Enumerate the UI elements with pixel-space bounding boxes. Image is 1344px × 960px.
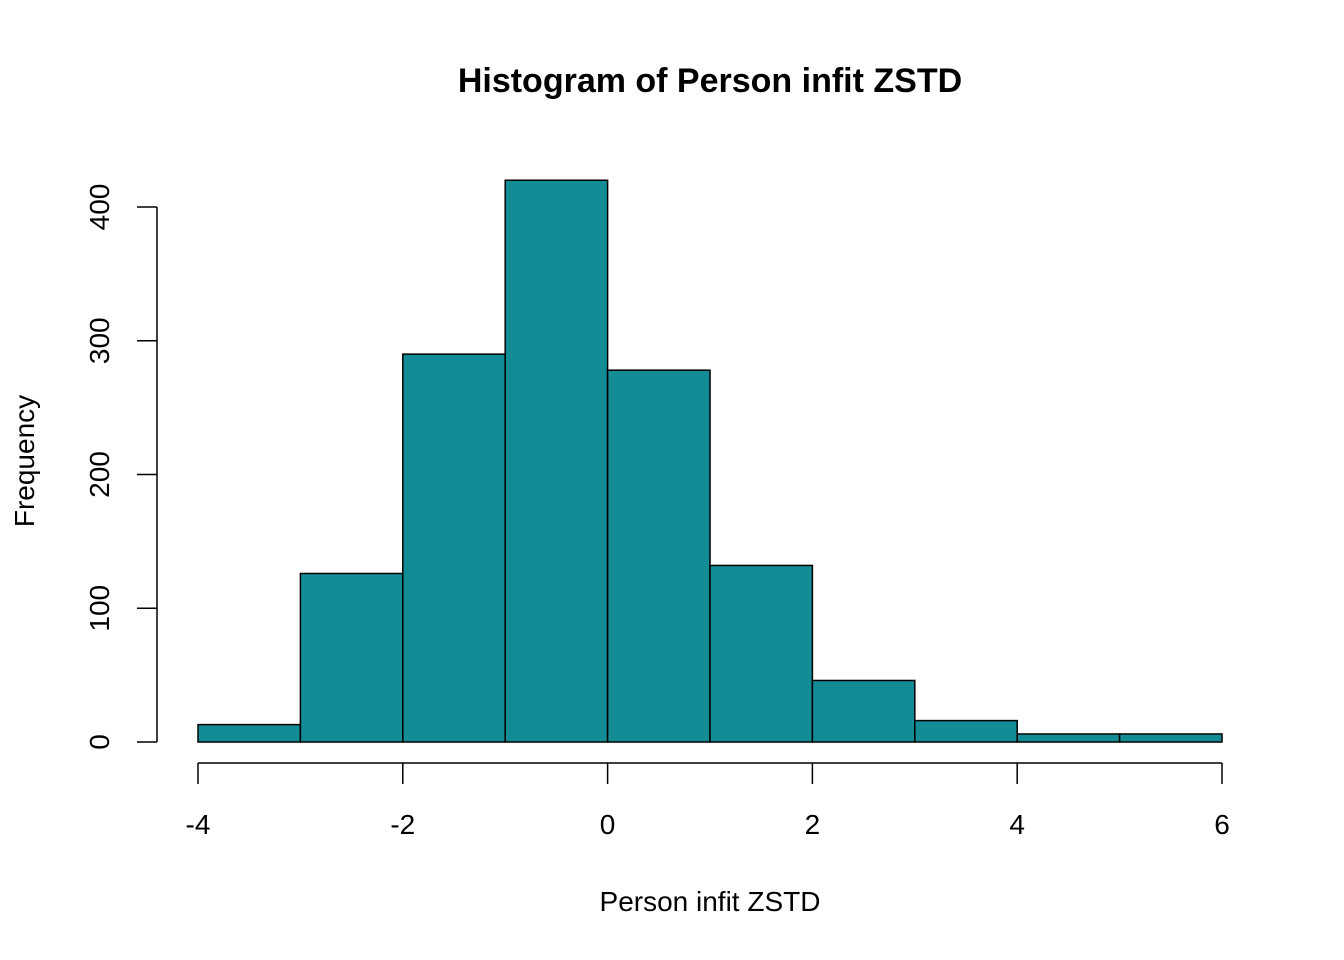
y-tick-label: 300 (84, 317, 115, 364)
bars-group (197, 179, 1223, 743)
histogram-bar (504, 179, 609, 743)
y-axis: 0 100 200 300 400 (84, 184, 158, 750)
chart-title: Histogram of Person infit ZSTD (458, 62, 962, 100)
x-tick-label: -2 (390, 809, 415, 840)
histogram-bar (914, 719, 1018, 743)
x-tick-label: 4 (1009, 809, 1025, 840)
y-tick-label: 0 (84, 734, 115, 750)
x-tick-label: -4 (186, 809, 211, 840)
histogram-bar (402, 353, 506, 743)
histogram-bar (811, 679, 916, 743)
y-tick-label: 100 (84, 585, 115, 632)
histogram-bar (606, 369, 711, 743)
x-axis-label: Person infit ZSTD (600, 886, 821, 917)
histogram-bar (709, 564, 814, 743)
y-tick-label: 200 (84, 451, 115, 498)
histogram-bar (197, 723, 302, 743)
x-tick-label: 0 (600, 809, 616, 840)
histogram-bar (1016, 733, 1121, 743)
x-tick-label: 2 (805, 809, 821, 840)
y-axis-label: Frequency (9, 395, 40, 527)
x-tick-label: 6 (1214, 809, 1230, 840)
histogram-bar (1118, 733, 1223, 743)
y-tick-label: 400 (84, 184, 115, 231)
x-axis: -4 -2 0 2 4 6 (186, 762, 1230, 840)
histogram-bar (299, 572, 404, 743)
